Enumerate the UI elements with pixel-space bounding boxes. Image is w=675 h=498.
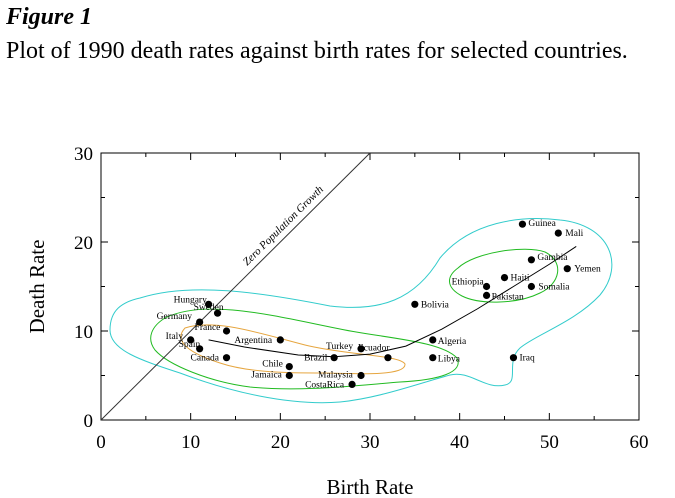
x-tick-label: 20 bbox=[271, 432, 290, 453]
point-label: Spain bbox=[179, 340, 201, 350]
data-point bbox=[500, 274, 509, 282]
point-label: Iraq bbox=[519, 354, 535, 364]
y-tick-label: 20 bbox=[74, 233, 93, 254]
data-point bbox=[527, 282, 536, 291]
data-point bbox=[205, 300, 213, 308]
point-label: Ethiopia bbox=[452, 278, 485, 288]
data-point bbox=[527, 256, 536, 264]
figure-caption: Plot of 1990 death rates against birth r… bbox=[6, 38, 628, 64]
y-axis-ticks: 0 10 20 30 bbox=[74, 144, 639, 432]
point-label: France bbox=[195, 323, 221, 333]
point-label: Somalia bbox=[538, 283, 570, 293]
point-label: Germany bbox=[157, 312, 193, 322]
data-point bbox=[563, 265, 571, 273]
data-point bbox=[222, 327, 231, 335]
point-label: Gambia bbox=[537, 253, 568, 263]
outer-contour bbox=[109, 218, 613, 404]
data-point bbox=[348, 380, 356, 388]
point-label: Mali bbox=[565, 229, 583, 239]
point-label: Canada bbox=[191, 354, 220, 364]
x-tick-label: 60 bbox=[630, 432, 649, 453]
data-point bbox=[429, 336, 437, 344]
y-tick-label: 10 bbox=[74, 322, 93, 343]
x-tick-label: 30 bbox=[361, 432, 380, 453]
point-label: Italy bbox=[166, 332, 184, 342]
data-point bbox=[285, 371, 293, 380]
point-label: Malaysia bbox=[318, 371, 354, 381]
data-point bbox=[482, 291, 491, 299]
data-point bbox=[196, 345, 204, 353]
data-point bbox=[357, 345, 365, 353]
data-point bbox=[509, 354, 518, 362]
point-label: Yemen bbox=[574, 265, 601, 275]
point-label: Ecuador bbox=[358, 344, 390, 354]
point-label: Algeria bbox=[438, 337, 467, 347]
point-label: Chile bbox=[262, 360, 283, 370]
point-label: Bolivia bbox=[421, 300, 450, 310]
point-label: Argentina bbox=[234, 336, 273, 346]
x-axis-ticks: 0 10 20 30 40 50 60 bbox=[96, 153, 649, 453]
point-label: Turkey bbox=[326, 342, 353, 352]
point-label: Pakistan bbox=[492, 292, 524, 302]
data-point bbox=[187, 336, 195, 344]
point-label: Guinea bbox=[528, 219, 556, 229]
data-point bbox=[384, 354, 392, 362]
point-label: Brazil bbox=[304, 354, 328, 364]
data-point bbox=[429, 354, 437, 362]
x-tick-label: 10 bbox=[181, 432, 200, 453]
data-point bbox=[276, 336, 284, 344]
data-point bbox=[357, 371, 365, 380]
data-point bbox=[482, 282, 491, 291]
x-axis-label: Birth Rate bbox=[327, 475, 414, 498]
data-point bbox=[196, 318, 204, 326]
point-label: Hungary bbox=[174, 295, 207, 305]
data-point bbox=[554, 229, 562, 237]
middle-contour-left bbox=[150, 308, 459, 390]
data-point bbox=[330, 354, 338, 362]
data-point bbox=[411, 300, 419, 308]
y-axis-label: Death Rate bbox=[25, 240, 49, 334]
trend-curve bbox=[208, 246, 577, 358]
x-tick-label: 0 bbox=[96, 432, 106, 453]
point-label: Jamaica bbox=[251, 371, 282, 381]
point-label: Haiti bbox=[511, 274, 530, 284]
data-point bbox=[222, 354, 231, 362]
x-tick-label: 40 bbox=[450, 432, 469, 453]
zero-population-growth-line bbox=[100, 152, 371, 421]
figure-title: Figure 1 bbox=[6, 4, 93, 30]
y-tick-label: 0 bbox=[84, 411, 94, 432]
x-tick-label: 50 bbox=[540, 432, 559, 453]
point-label: Sweden bbox=[194, 303, 224, 313]
data-point bbox=[213, 309, 222, 317]
middle-contour-right bbox=[449, 248, 559, 303]
point-label: CostaRica bbox=[305, 380, 345, 390]
data-point bbox=[518, 220, 527, 228]
y-tick-label: 30 bbox=[74, 144, 93, 165]
data-point bbox=[285, 363, 293, 371]
zero-population-growth-label: Zero Population Growth bbox=[241, 183, 326, 268]
point-label: Libya bbox=[438, 355, 461, 365]
